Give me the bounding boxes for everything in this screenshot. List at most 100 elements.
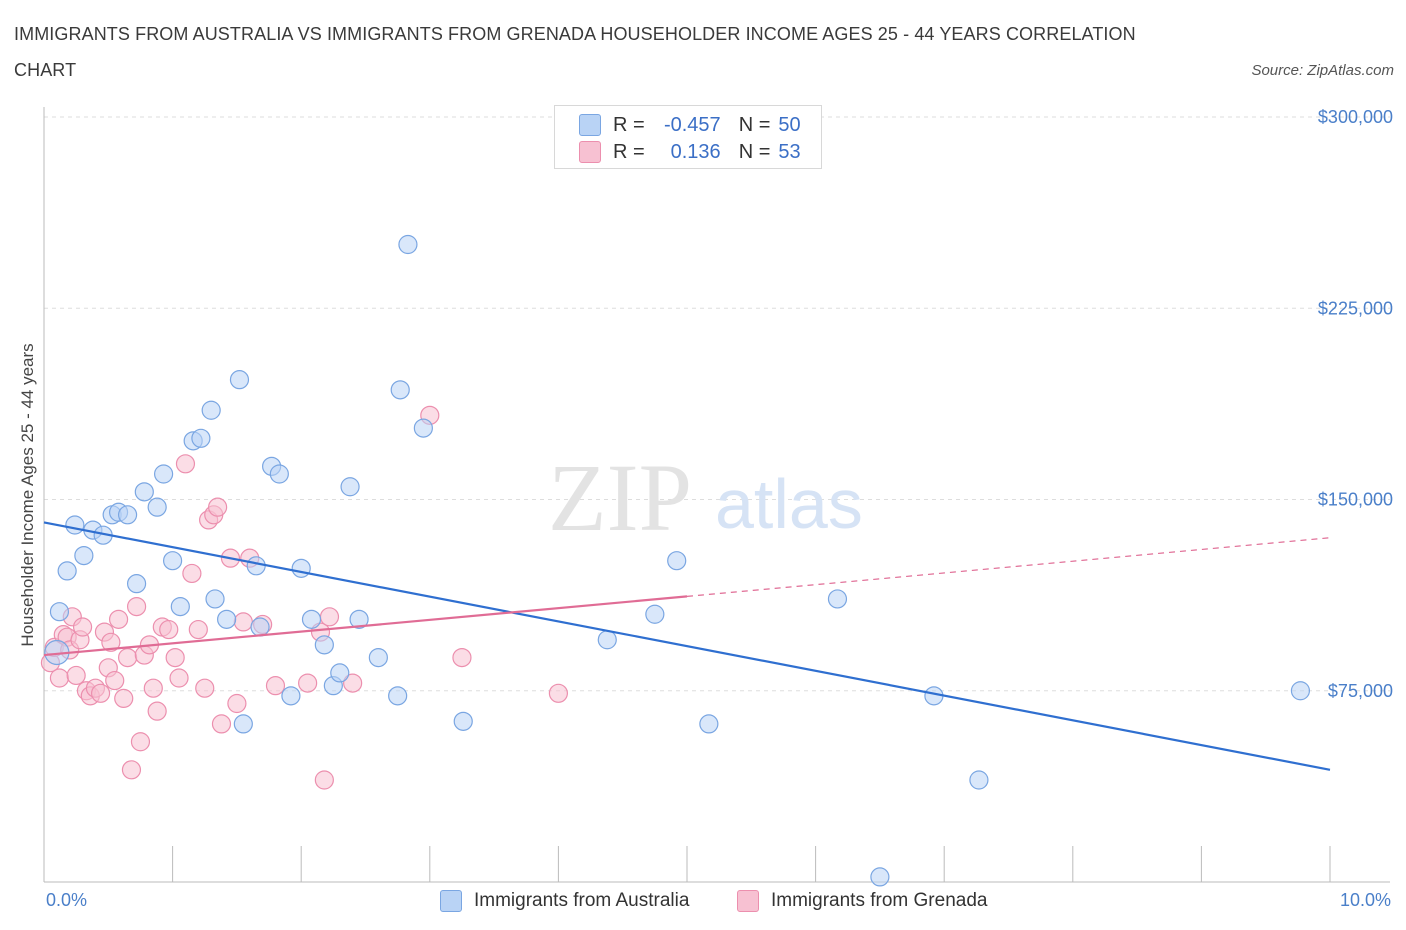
r-label: R = <box>613 113 645 136</box>
x-axis-ticks <box>43 846 1331 882</box>
grenada-point <box>319 607 340 627</box>
grenada-point <box>165 647 185 668</box>
grenada-point <box>101 632 121 652</box>
grenada-point <box>233 612 253 632</box>
australia-swatch <box>579 114 601 136</box>
grenada-point <box>208 497 228 517</box>
australia-point <box>205 589 225 609</box>
y-tick-label: $75,000 <box>1328 681 1393 701</box>
n-value-australia: 50 <box>778 113 801 136</box>
y-tick-label: $225,000 <box>1318 298 1393 318</box>
australia-point <box>314 635 334 655</box>
watermark-zip: ZIP <box>548 444 692 551</box>
australia-points <box>44 234 1311 887</box>
legend-item-grenada[interactable]: Immigrants from Grenada <box>737 890 987 912</box>
grenada-point <box>298 673 318 693</box>
australia-point <box>246 556 266 576</box>
grenada-point <box>66 665 86 686</box>
australia-point <box>65 515 85 535</box>
trend-lines <box>43 521 1331 771</box>
australia-point <box>340 477 360 497</box>
y-tick-label: $150,000 <box>1318 490 1393 510</box>
y-tick-labels: $75,000 $150,000 $225,000 $300,000 <box>1318 107 1393 701</box>
grenada-trend-line <box>43 595 688 657</box>
australia-point <box>330 663 350 683</box>
australia-point <box>201 400 221 420</box>
grenada-legend-swatch <box>737 890 759 912</box>
australia-point <box>349 609 369 629</box>
grenada-point <box>126 596 147 617</box>
x-axis-min-label: 0.0% <box>46 890 88 910</box>
watermark-atlas: atlas <box>715 465 863 543</box>
source-label: Source: ZipAtlas.com <box>1251 62 1394 79</box>
australia-point <box>117 505 138 525</box>
australia-point <box>645 604 665 624</box>
grenada-point <box>227 693 247 714</box>
australia-point <box>291 558 311 578</box>
australia-point <box>134 482 154 502</box>
chart-title: IMMIGRANTS FROM AUSTRALIA VS IMMIGRANTS … <box>14 24 1136 80</box>
australia-point <box>57 561 77 581</box>
grenada-point <box>452 647 472 668</box>
legend-label-australia: Immigrants from Australia <box>474 890 690 911</box>
australia-point <box>1290 681 1311 701</box>
grenada-point <box>90 683 111 703</box>
australia-point <box>233 714 253 734</box>
australia-point <box>250 617 270 637</box>
legend-label-grenada: Immigrants from Grenada <box>771 890 988 911</box>
grenada-point <box>114 688 134 709</box>
grenada-point <box>105 670 125 691</box>
australia-point <box>217 609 237 629</box>
grenada-point <box>117 647 138 668</box>
stats-legend: R = -0.457 N = 50 R = 0.136 N = 53 <box>554 105 822 169</box>
australia-point <box>74 545 94 566</box>
australia-point <box>163 551 183 571</box>
australia-legend-swatch <box>440 890 462 912</box>
r-value-australia: -0.457 <box>663 113 721 136</box>
grenada-point <box>211 714 232 734</box>
australia-point <box>453 711 473 731</box>
australia-point <box>390 380 410 400</box>
legend-item-australia[interactable]: Immigrants from Australia <box>440 890 689 912</box>
australia-point <box>281 686 301 706</box>
grenada-point <box>108 609 129 629</box>
australia-point <box>699 714 719 734</box>
australia-point <box>368 647 388 668</box>
grenada-point <box>548 683 569 703</box>
r-label: R = <box>613 140 645 163</box>
australia-point <box>170 596 190 617</box>
grenada-point <box>49 668 70 688</box>
grenada-point <box>130 732 151 752</box>
australia-point <box>301 609 322 629</box>
australia-point <box>269 464 289 484</box>
grenada-point <box>143 678 163 698</box>
australia-point <box>413 418 433 438</box>
legend-row-grenada: R = 0.136 N = 53 <box>579 139 801 165</box>
australia-point <box>153 464 174 484</box>
australia-point <box>388 686 408 706</box>
grenada-point <box>121 760 142 780</box>
australia-point <box>49 602 70 622</box>
grenada-point <box>169 668 189 688</box>
grenada-point <box>72 617 93 637</box>
australia-point <box>191 428 211 448</box>
grenada-point <box>188 619 208 640</box>
australia-point <box>126 574 147 594</box>
australia-point <box>398 234 418 255</box>
australia-point <box>969 770 989 790</box>
australia-point <box>667 551 687 571</box>
australia-point <box>597 630 617 650</box>
n-label: N = <box>738 140 771 163</box>
grenada-point <box>195 678 215 698</box>
grenada-point <box>343 673 363 693</box>
grenada-point <box>314 770 334 790</box>
grenada-point <box>265 676 286 696</box>
grenada-swatch <box>579 141 601 163</box>
australia-point <box>870 867 890 887</box>
australia-point <box>147 497 167 517</box>
australia-point <box>827 589 848 609</box>
australia-point <box>229 370 250 390</box>
grenada-point <box>175 454 196 474</box>
grenada-points <box>40 405 569 790</box>
